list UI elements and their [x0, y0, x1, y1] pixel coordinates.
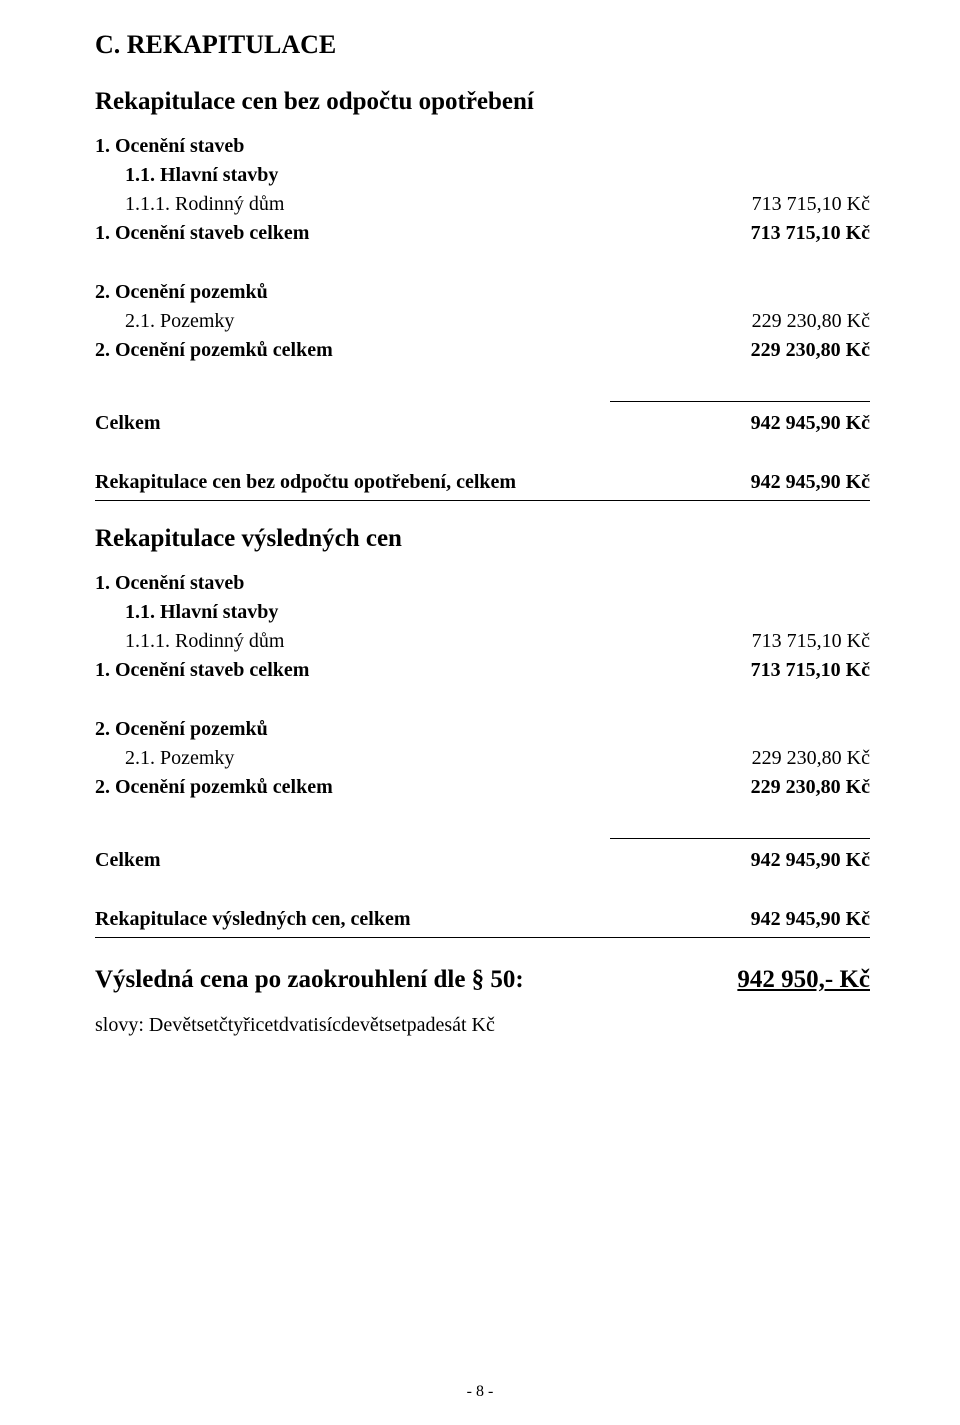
recap-label: Rekapitulace cen bez odpočtu opotřebení,…: [95, 471, 516, 494]
line-recap-total-b: Rekapitulace výsledných cen, celkem 942 …: [95, 908, 870, 931]
page: C. REKAPITULACE Rekapitulace cen bez odp…: [0, 0, 960, 1425]
divider-recap: [95, 500, 870, 501]
heading-recap-final: Rekapitulace výsledných cen: [95, 525, 870, 553]
group-staveb-b: 1. Ocenění staveb: [95, 569, 870, 598]
divider-recap-b: [95, 937, 870, 938]
spacer: [95, 685, 870, 715]
final-label: Výsledná cena po zaokrouhlení dle § 50:: [95, 966, 524, 994]
group-pozemku-b: 2. Ocenění pozemků: [95, 715, 870, 744]
item-label: 1.1.1. Rodinný dům: [95, 627, 284, 656]
subgroup-hlavni-stavby-b: 1.1. Hlavní stavby: [125, 598, 870, 627]
item-value: 229 230,80 Kč: [752, 744, 870, 773]
total-label: 1. Ocenění staveb celkem: [95, 656, 309, 685]
line-rodinny-dum-b: 1.1.1. Rodinný dům 713 715,10 Kč: [95, 627, 870, 656]
total-label: 2. Ocenění pozemků celkem: [95, 773, 333, 802]
line-celkem: Celkem 942 945,90 Kč: [95, 412, 870, 435]
item-label: 2.1. Pozemky: [95, 744, 234, 773]
line-staveb-celkem: 1. Ocenění staveb celkem 713 715,10 Kč: [95, 219, 870, 248]
celkem-value: 942 945,90 Kč: [751, 412, 870, 435]
item-value: 229 230,80 Kč: [752, 307, 870, 336]
line-recap-total: Rekapitulace cen bez odpočtu opotřebení,…: [95, 471, 870, 494]
line-pozemky: 2.1. Pozemky 229 230,80 Kč: [95, 307, 870, 336]
line-pozemky-b: 2.1. Pozemky 229 230,80 Kč: [95, 744, 870, 773]
subgroup-hlavni-stavby: 1.1. Hlavní stavby: [125, 161, 870, 190]
celkem-value: 942 945,90 Kč: [751, 849, 870, 872]
line-staveb-celkem-b: 1. Ocenění staveb celkem 713 715,10 Kč: [95, 656, 870, 685]
item-label: 1.1.1. Rodinný dům: [95, 190, 284, 219]
line-pozemku-celkem: 2. Ocenění pozemků celkem 229 230,80 Kč: [95, 336, 870, 365]
group-pozemku: 2. Ocenění pozemků: [95, 278, 870, 307]
total-label: 1. Ocenění staveb celkem: [95, 219, 309, 248]
item-value: 713 715,10 Kč: [752, 190, 870, 219]
total-value: 713 715,10 Kč: [751, 656, 870, 685]
total-value: 713 715,10 Kč: [751, 219, 870, 248]
divider-subtotal: [610, 401, 870, 402]
item-value: 713 715,10 Kč: [752, 627, 870, 656]
divider-subtotal-b: [610, 838, 870, 839]
line-pozemku-celkem-b: 2. Ocenění pozemků celkem 229 230,80 Kč: [95, 773, 870, 802]
recap-value: 942 945,90 Kč: [751, 908, 870, 931]
total-value: 229 230,80 Kč: [751, 336, 870, 365]
celkem-label: Celkem: [95, 849, 161, 872]
final-value: 942 950,- Kč: [737, 966, 870, 994]
recap-value: 942 945,90 Kč: [751, 471, 870, 494]
spacer: [95, 248, 870, 278]
line-rodinny-dum: 1.1.1. Rodinný dům 713 715,10 Kč: [95, 190, 870, 219]
total-value: 229 230,80 Kč: [751, 773, 870, 802]
line-final-price: Výsledná cena po zaokrouhlení dle § 50: …: [95, 966, 870, 994]
recap-label: Rekapitulace výsledných cen, celkem: [95, 908, 411, 931]
page-number: - 8 -: [0, 1383, 960, 1401]
celkem-label: Celkem: [95, 412, 161, 435]
line-slovy: slovy: Devětsetčtyřicetdvatisícdevětsetp…: [95, 1014, 870, 1037]
page-title: C. REKAPITULACE: [95, 30, 870, 60]
group-staveb: 1. Ocenění staveb: [95, 132, 870, 161]
total-label: 2. Ocenění pozemků celkem: [95, 336, 333, 365]
line-celkem-b: Celkem 942 945,90 Kč: [95, 849, 870, 872]
heading-recap-no-depr: Rekapitulace cen bez odpočtu opotřebení: [95, 88, 870, 116]
item-label: 2.1. Pozemky: [95, 307, 234, 336]
